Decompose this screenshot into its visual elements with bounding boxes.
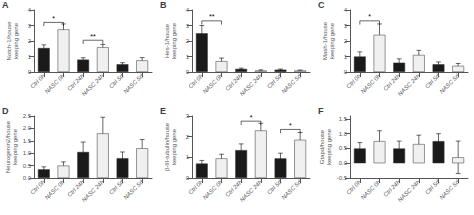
svg-text:Ctrl 24h: Ctrl 24h [224,72,244,92]
svg-text:1.0: 1.0 [23,150,32,156]
svg-text:Gtapd/house: Gtapd/house [319,129,325,164]
svg-text:Ctrl 24h: Ctrl 24h [382,178,402,198]
svg-text:*: * [368,13,371,20]
svg-text:2: 2 [186,134,190,140]
svg-text:0: 0 [186,175,190,181]
svg-text:0: 0 [28,69,32,75]
svg-text:1: 1 [28,54,32,60]
svg-text:Hes-1/house: Hes-1/house [164,23,170,58]
svg-text:Ctrl 0h: Ctrl 0h [29,178,46,195]
svg-text:**: ** [209,13,215,20]
svg-text:4: 4 [28,7,32,13]
svg-text:NASC 5d: NASC 5d [122,72,144,94]
svg-text:4: 4 [186,7,190,13]
svg-text:NASC 5d: NASC 5d [280,72,302,94]
svg-text:NASC 24h: NASC 24h [239,178,264,203]
svg-text:Ctrl 0h: Ctrl 0h [187,72,204,89]
svg-text:keeping gene: keeping gene [326,128,332,165]
svg-text:NASC 0h: NASC 0h [202,178,224,200]
svg-text:1.0: 1.0 [339,131,348,137]
svg-text:-0.5: -0.5 [337,175,348,181]
svg-text:NASC 0h: NASC 0h [202,72,224,94]
svg-text:1.5: 1.5 [23,138,32,144]
svg-text:**: ** [90,33,96,40]
svg-text:0: 0 [186,69,190,75]
svg-text:1.5: 1.5 [339,116,348,122]
svg-text:3: 3 [186,23,190,29]
svg-text:3: 3 [28,23,32,29]
svg-text:2: 2 [344,38,348,44]
svg-text:NASC 0h: NASC 0h [360,178,382,200]
svg-text:Ctrl 5d: Ctrl 5d [266,178,283,195]
svg-text:Ctrl 5d: Ctrl 5d [424,72,441,89]
svg-text:keeping gene: keeping gene [13,22,19,59]
svg-text:3: 3 [186,113,190,119]
svg-text:NASC 0h: NASC 0h [44,178,66,200]
svg-text:0.0: 0.0 [339,160,348,166]
svg-text:2: 2 [28,38,32,44]
svg-text:2.5: 2.5 [23,113,32,119]
svg-text:*: * [250,114,253,121]
svg-text:2: 2 [186,38,190,44]
svg-text:Mash-1/house: Mash-1/house [322,21,328,60]
svg-text:Ctrl 5d: Ctrl 5d [266,72,283,89]
svg-text:1: 1 [186,154,190,160]
svg-text:NASC 24h: NASC 24h [239,72,264,97]
svg-text:D: D [2,106,9,116]
svg-text:A: A [2,0,9,10]
svg-text:Ctrl 24h: Ctrl 24h [224,178,244,198]
svg-text:Ctrl 5d: Ctrl 5d [108,178,125,195]
svg-text:β-III-tubulin/house: β-III-tubulin/house [164,122,170,171]
svg-text:*: * [289,122,292,129]
svg-text:Notch-1/house: Notch-1/house [6,21,12,61]
svg-text:0.0: 0.0 [23,175,32,181]
svg-text:NASC 5d: NASC 5d [122,178,144,200]
svg-text:C: C [318,0,325,10]
svg-text:Ctrl 0h: Ctrl 0h [187,178,204,195]
svg-text:*: * [52,15,55,22]
svg-text:NASC 0h: NASC 0h [44,72,66,94]
svg-text:keeping gene: keeping gene [171,128,177,165]
svg-text:Ctrl 24h: Ctrl 24h [66,72,86,92]
svg-text:Ctrl 0h: Ctrl 0h [345,72,362,89]
svg-text:NASC 24h: NASC 24h [81,72,106,97]
svg-text:0.5: 0.5 [339,145,348,151]
svg-text:NASC 24h: NASC 24h [81,178,106,203]
svg-text:Ctrl 5d: Ctrl 5d [424,178,441,195]
svg-text:B: B [160,0,167,10]
svg-text:NASC 24h: NASC 24h [397,178,422,203]
svg-text:keeping gene: keeping gene [12,128,18,165]
svg-text:Neurogenin2/house: Neurogenin2/house [5,120,11,173]
svg-text:0.5: 0.5 [23,163,32,169]
svg-text:NASC 5d: NASC 5d [438,178,460,200]
svg-text:Ctrl 24h: Ctrl 24h [382,72,402,92]
svg-text:NASC 24h: NASC 24h [397,72,422,97]
svg-text:0: 0 [344,69,348,75]
svg-text:NASC 5d: NASC 5d [280,178,302,200]
svg-text:2.0: 2.0 [23,125,32,131]
svg-text:1: 1 [344,54,348,60]
svg-text:3: 3 [344,23,348,29]
svg-text:F: F [318,106,324,116]
svg-text:Ctrl 5d: Ctrl 5d [108,72,125,89]
svg-text:NASC 0h: NASC 0h [360,72,382,94]
svg-text:keeping gene: keeping gene [171,22,177,59]
svg-text:Ctrl 0h: Ctrl 0h [29,72,46,89]
svg-text:E: E [160,106,166,116]
svg-text:Ctrl 24h: Ctrl 24h [66,178,86,198]
svg-text:1: 1 [186,54,190,60]
svg-text:Ctrl 0h: Ctrl 0h [345,178,362,195]
svg-text:4: 4 [344,7,348,13]
svg-text:NASC 5d: NASC 5d [438,72,460,94]
svg-text:keeping gene: keeping gene [329,22,335,59]
